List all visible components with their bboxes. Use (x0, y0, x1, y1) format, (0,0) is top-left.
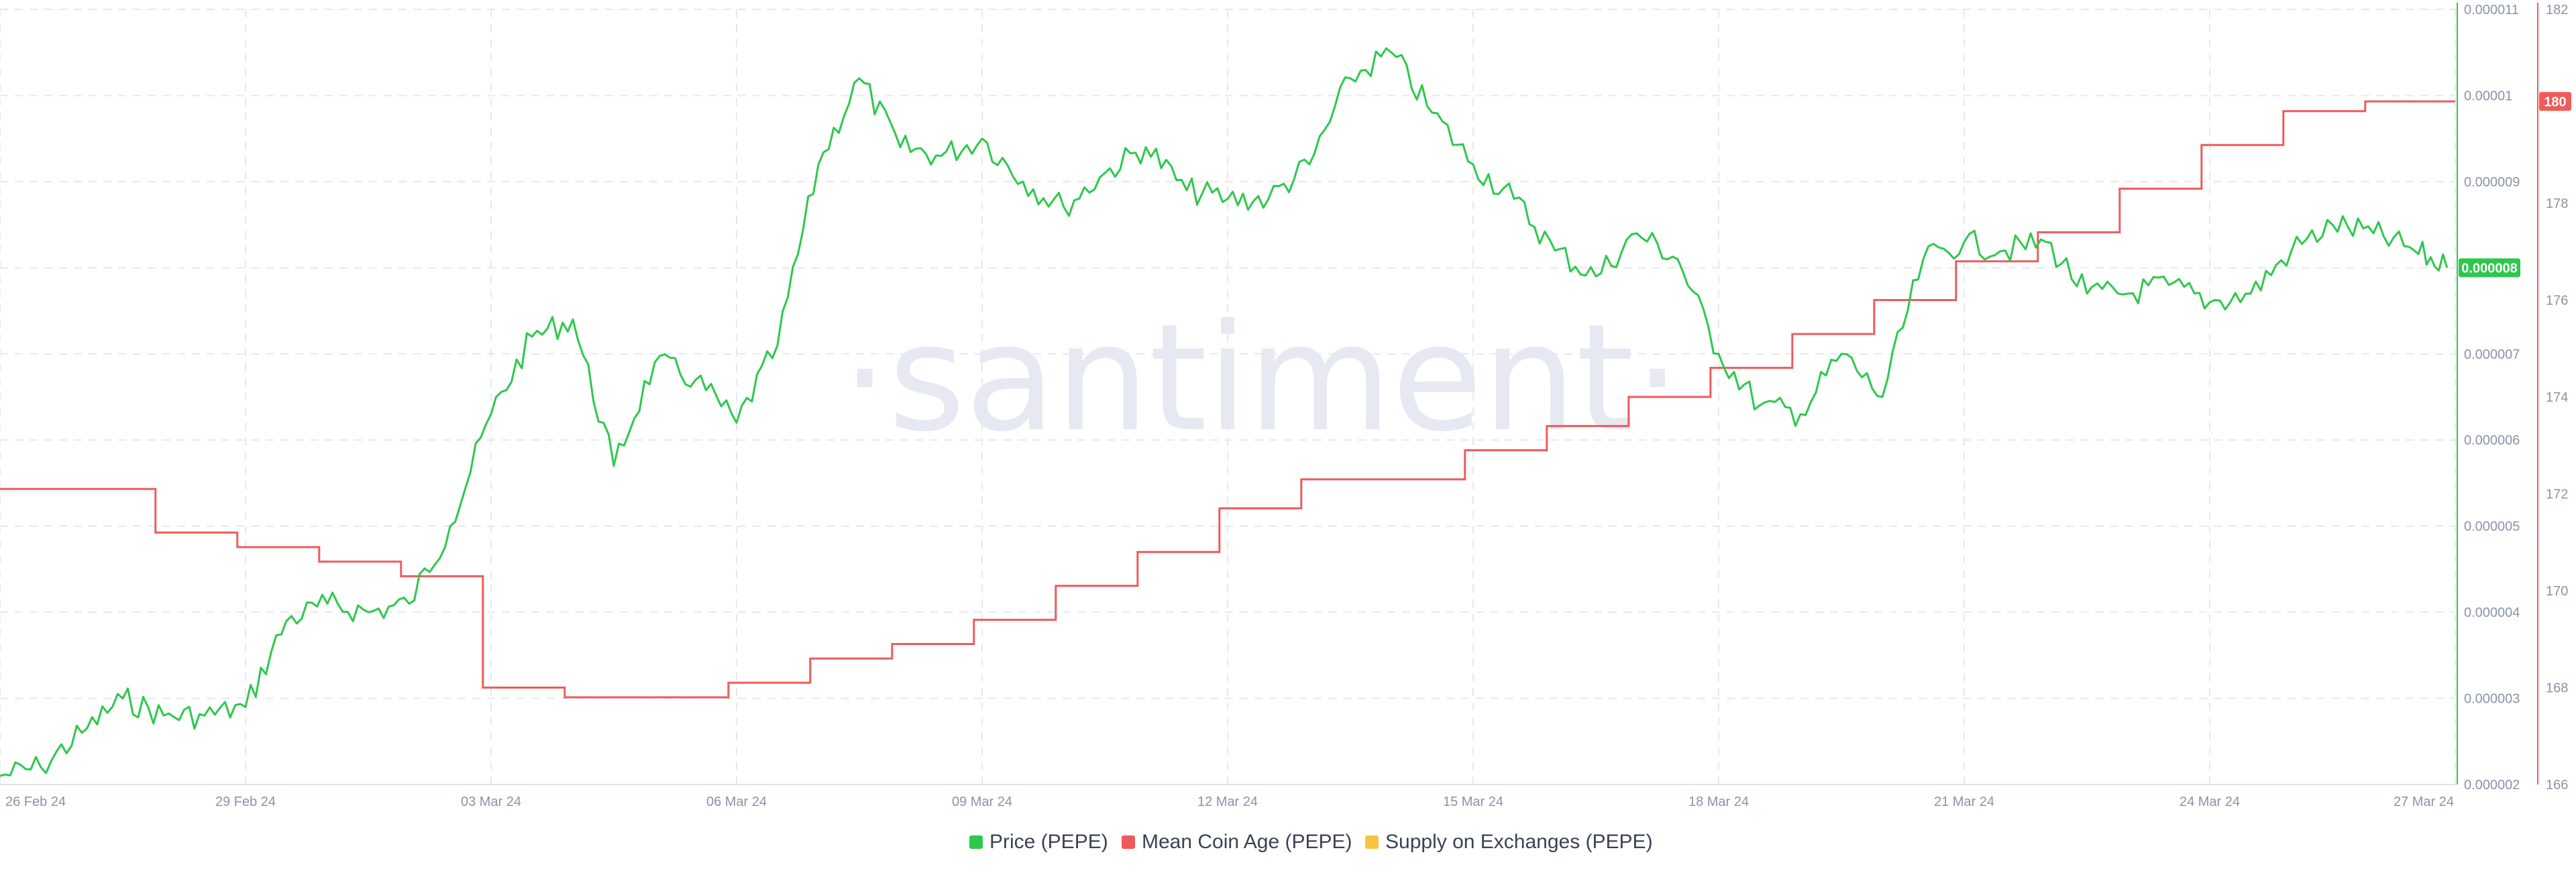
x-tick-label: 29 Feb 24 (215, 795, 276, 809)
x-tick-label: 18 Mar 24 (1688, 795, 1749, 809)
price-tick-label: 0.000005 (2464, 520, 2520, 534)
price-tick-label: 0.000007 (2464, 347, 2520, 362)
coin-age-tick-label: 174 (2546, 390, 2568, 405)
legend: Price (PEPE) Mean Coin Age (PEPE) Supply o… (969, 831, 1653, 853)
coin-age-axis-tick-labels: 166 168 170 172 174 176 178 180 182 (2546, 3, 2568, 793)
legend-item-label: Price (PEPE) (989, 831, 1108, 853)
x-tick-label: 15 Mar 24 (1443, 795, 1503, 809)
x-tick-labels: 26 Feb 24 29 Feb 24 03 Mar 24 06 Mar 24 09 M… (5, 795, 2454, 809)
price-tick-label: 0.000009 (2464, 175, 2520, 190)
legend-item-label: Mean Coin Age (PEPE) (1142, 831, 1352, 853)
coin-age-tick-label: 170 (2546, 584, 2568, 599)
x-tick-label: 09 Mar 24 (952, 795, 1012, 809)
legend-swatch (1122, 835, 1135, 849)
price-axis-tick-labels: 0.000002 0.000003 0.000004 0.000005 0.000006… (2464, 3, 2520, 793)
x-tick-label: 06 Mar 24 (706, 795, 767, 809)
x-tick-label: 03 Mar 24 (461, 795, 521, 809)
x-tick-label: 26 Feb 24 (5, 795, 66, 809)
price-tick-label: 0.00001 (2464, 89, 2512, 103)
legend-swatch (1365, 835, 1379, 849)
price-tick-label: 0.000003 (2464, 692, 2520, 707)
coin-age-tick-label: 176 (2546, 294, 2568, 308)
coin-age-tick-label: 182 (2546, 3, 2568, 17)
coin-age-tick-label: 178 (2546, 196, 2568, 211)
legend-item-label: Supply on Exchanges (PEPE) (1385, 831, 1653, 853)
x-tick-label: 27 Mar 24 (2394, 795, 2454, 809)
legend-swatch (969, 835, 983, 849)
price-value-badge-text: 0.000008 (2461, 261, 2517, 276)
x-tick-label: 21 Mar 24 (1934, 795, 1994, 809)
price-tick-label: 0.000011 (2464, 3, 2519, 17)
price-tick-label: 0.000004 (2464, 605, 2520, 620)
coin-age-tick-label: 166 (2546, 778, 2568, 793)
x-tick-label: 12 Mar 24 (1197, 795, 1258, 809)
coin-age-tick-label: 168 (2546, 681, 2568, 696)
x-tick-label: 24 Mar 24 (2180, 795, 2240, 809)
coin-age-value-badge-text: 180 (2544, 95, 2566, 109)
price-tick-label: 0.000002 (2464, 778, 2520, 793)
coin-age-tick-label: 172 (2546, 487, 2568, 502)
santiment-watermark: ·santiment· (841, 292, 1680, 464)
price-tick-label: 0.000006 (2464, 433, 2520, 448)
